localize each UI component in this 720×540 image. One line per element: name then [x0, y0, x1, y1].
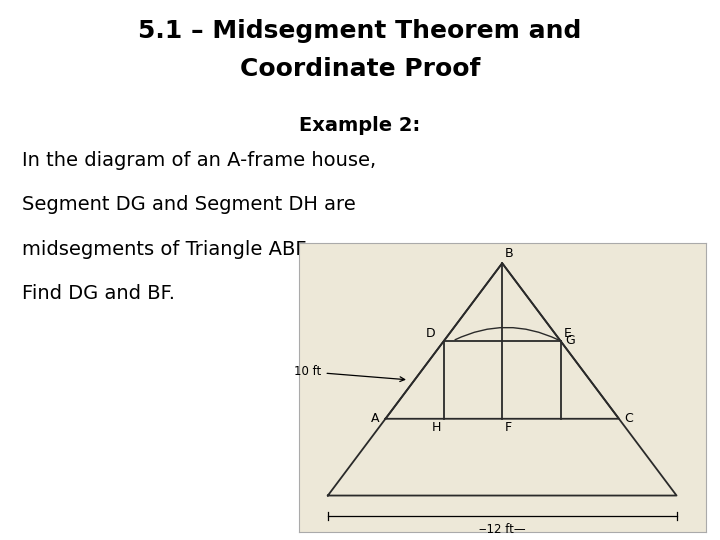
Text: midsegments of Triangle ABF.: midsegments of Triangle ABF. [22, 240, 310, 259]
Text: F: F [505, 421, 512, 434]
Text: H: H [431, 421, 441, 434]
Text: Coordinate Proof: Coordinate Proof [240, 57, 480, 80]
Text: Find DG and BF.: Find DG and BF. [22, 284, 174, 303]
Text: 5.1 – Midsegment Theorem and: 5.1 – Midsegment Theorem and [138, 19, 582, 43]
Text: In the diagram of an A-frame house,: In the diagram of an A-frame house, [22, 151, 376, 170]
Text: Segment DG and Segment DH are: Segment DG and Segment DH are [22, 195, 356, 214]
Text: Example 2:: Example 2: [300, 116, 420, 135]
Text: 10 ft: 10 ft [294, 365, 405, 382]
Text: B: B [505, 247, 514, 260]
Text: C: C [625, 412, 634, 426]
Text: G: G [565, 334, 575, 347]
Text: E: E [564, 327, 572, 340]
Text: D: D [426, 327, 435, 340]
Text: ‒12 ft—: ‒12 ft— [479, 523, 526, 536]
Text: A: A [371, 412, 379, 426]
